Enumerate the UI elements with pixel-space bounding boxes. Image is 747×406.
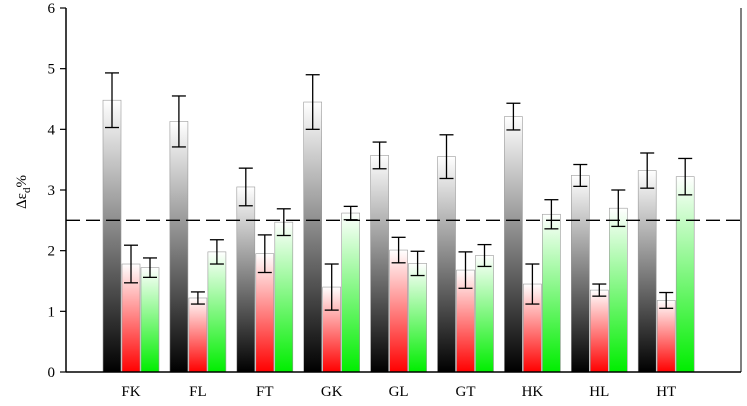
bar-fl-s3 bbox=[207, 251, 227, 373]
bar-gl-s1 bbox=[370, 155, 389, 373]
error-bar-hk-s3 bbox=[544, 199, 559, 230]
error-bar-hl-s1 bbox=[573, 163, 588, 188]
error-bar-fl-s2 bbox=[190, 291, 205, 305]
y-axis-title: Δεd% bbox=[14, 175, 33, 209]
y-tick-label: 4 bbox=[48, 122, 56, 138]
error-bar-gt-s2 bbox=[458, 251, 473, 289]
bar-hk-s1 bbox=[504, 116, 523, 373]
bar-hl-s1 bbox=[570, 175, 590, 373]
y-ticks: 0 1 2 3 4 5 6 bbox=[48, 1, 66, 381]
bar-ft-s1 bbox=[236, 186, 256, 373]
error-bar-gt-s3 bbox=[477, 243, 492, 268]
bar-gk-s3 bbox=[341, 212, 361, 373]
bar-gl-s2 bbox=[389, 249, 408, 373]
error-bar-gl-s3 bbox=[410, 250, 425, 277]
bar-gl-s3 bbox=[408, 263, 427, 373]
x-tick-label-gk: GK bbox=[321, 384, 343, 400]
error-bar-hk-s2 bbox=[525, 263, 540, 305]
error-bar-fl-s1 bbox=[171, 95, 186, 148]
x-tick-label-hl: HL bbox=[589, 384, 609, 400]
bar-fl-s1 bbox=[169, 121, 189, 373]
x-tick-label-fk: FK bbox=[121, 384, 140, 400]
y-axis-title-subscript: d bbox=[21, 187, 33, 193]
error-bar-gk-s2 bbox=[324, 263, 339, 311]
error-bar-hl-s2 bbox=[592, 283, 607, 297]
y-tick-label: 5 bbox=[48, 62, 56, 78]
error-bar-ft-s1 bbox=[238, 167, 253, 207]
bar-gt-s1 bbox=[437, 156, 456, 373]
y-tick-label: 2 bbox=[48, 244, 56, 260]
error-bars-layer bbox=[105, 72, 693, 311]
bar-gt-s3 bbox=[475, 255, 494, 373]
y-tick-label: 0 bbox=[48, 365, 56, 381]
error-bar-gl-s1 bbox=[372, 141, 387, 170]
error-bar-hk-s1 bbox=[506, 102, 521, 131]
error-bar-ft-s3 bbox=[276, 208, 291, 237]
bar-ht-s3 bbox=[675, 176, 695, 373]
error-bar-ht-s2 bbox=[659, 291, 674, 309]
y-axis-title-suffix: % bbox=[14, 175, 30, 188]
x-tick-label-ht: HT bbox=[656, 384, 676, 400]
bar-fk-s3 bbox=[140, 267, 160, 373]
error-bar-gl-s2 bbox=[391, 236, 406, 264]
error-bar-ft-s2 bbox=[257, 234, 272, 274]
error-bar-gt-s1 bbox=[439, 134, 454, 180]
bars-layer bbox=[102, 99, 695, 373]
y-tick-label: 3 bbox=[48, 183, 56, 199]
bar-hl-s2 bbox=[589, 289, 609, 373]
error-bar-fl-s3 bbox=[209, 239, 224, 265]
x-tick-label-fl: FL bbox=[189, 384, 207, 400]
error-bar-fk-s1 bbox=[105, 72, 119, 129]
error-bar-ht-s1 bbox=[640, 152, 655, 189]
error-bar-fk-s2 bbox=[124, 244, 138, 284]
bar-ft-s3 bbox=[274, 221, 294, 373]
bar-gk-s1 bbox=[303, 101, 323, 373]
error-bar-fk-s3 bbox=[143, 257, 157, 279]
error-bar-gk-s1 bbox=[305, 74, 320, 130]
x-tick-labels: FK FL FT GK GL GT HK HL HT bbox=[121, 384, 676, 400]
bar-fl-s2 bbox=[188, 297, 208, 373]
x-tick-label-gl: GL bbox=[389, 384, 409, 400]
x-tick-label-ft: FT bbox=[256, 384, 274, 400]
bar-ht-s1 bbox=[637, 170, 657, 373]
y-axis-title-prefix: Δε bbox=[14, 193, 30, 209]
bar-hk-s3 bbox=[542, 213, 561, 373]
x-tick-label-gt: GT bbox=[456, 384, 476, 400]
y-tick-label: 6 bbox=[48, 1, 56, 17]
y-tick-label: 1 bbox=[48, 304, 56, 320]
error-bar-ht-s3 bbox=[678, 157, 693, 196]
x-tick-label-hk: HK bbox=[522, 384, 544, 400]
bar-hl-s3 bbox=[608, 207, 628, 373]
bar-ht-s2 bbox=[656, 300, 676, 373]
bar-fk-s1 bbox=[102, 99, 122, 373]
